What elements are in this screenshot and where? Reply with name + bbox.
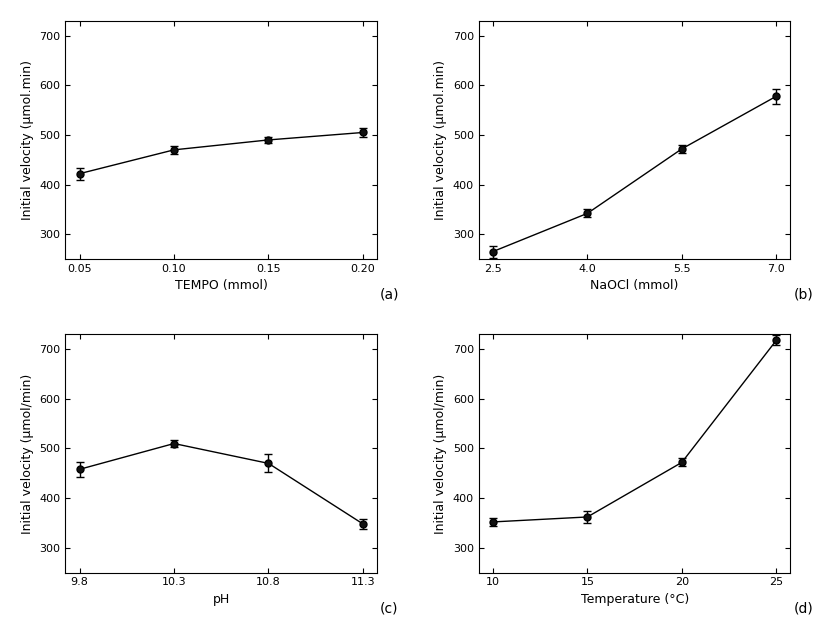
Y-axis label: Initial velocity (μmol.min): Initial velocity (μmol.min) <box>435 60 447 220</box>
X-axis label: TEMPO (mmol): TEMPO (mmol) <box>175 280 268 292</box>
Y-axis label: Initial velocity (μmol.min): Initial velocity (μmol.min) <box>21 60 34 220</box>
X-axis label: NaOCl (mmol): NaOCl (mmol) <box>590 280 679 292</box>
X-axis label: pH: pH <box>213 593 230 606</box>
Y-axis label: Initial velocity (μmol/min): Initial velocity (μmol/min) <box>21 373 34 534</box>
X-axis label: Temperature (°C): Temperature (°C) <box>580 593 689 606</box>
Text: (c): (c) <box>380 601 399 615</box>
Text: (b): (b) <box>794 288 813 302</box>
Text: (d): (d) <box>794 601 813 615</box>
Text: (a): (a) <box>380 288 399 302</box>
Y-axis label: Initial velocity (μmol/min): Initial velocity (μmol/min) <box>435 373 447 534</box>
